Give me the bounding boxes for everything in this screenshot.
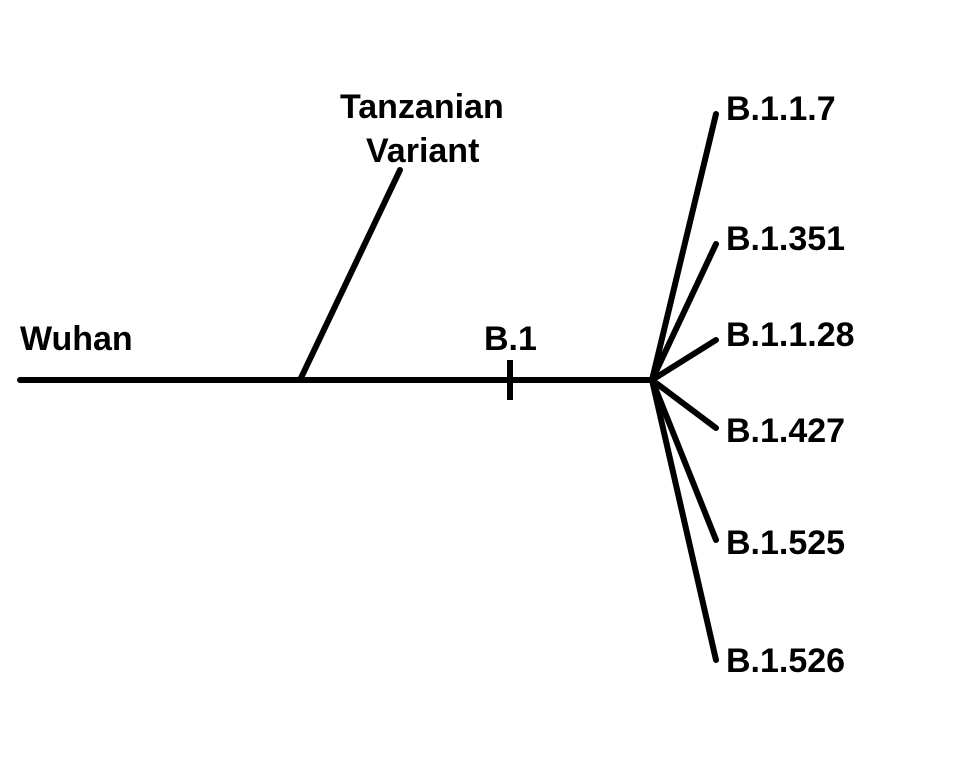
b117-label: B.1.1.7 bbox=[726, 90, 836, 128]
branch-b117 bbox=[652, 114, 716, 380]
tanzanian-label-line2: Variant bbox=[366, 132, 479, 170]
tanzanian-label-line1: Tanzanian bbox=[340, 88, 504, 126]
b1525-label: B.1.525 bbox=[726, 524, 845, 562]
root-label: Wuhan bbox=[20, 320, 133, 358]
b1351-label: B.1.351 bbox=[726, 220, 845, 258]
variant-branches bbox=[652, 114, 716, 660]
tanzanian-branch bbox=[300, 170, 400, 380]
b1128-label: B.1.1.28 bbox=[726, 316, 855, 354]
b1-label: B.1 bbox=[484, 320, 537, 358]
b1427-label: B.1.427 bbox=[726, 412, 845, 450]
phylogenetic-tree: Wuhan B.1 Tanzanian Variant B.1.1.7 B.1.… bbox=[0, 0, 960, 777]
b1526-label: B.1.526 bbox=[726, 642, 845, 680]
